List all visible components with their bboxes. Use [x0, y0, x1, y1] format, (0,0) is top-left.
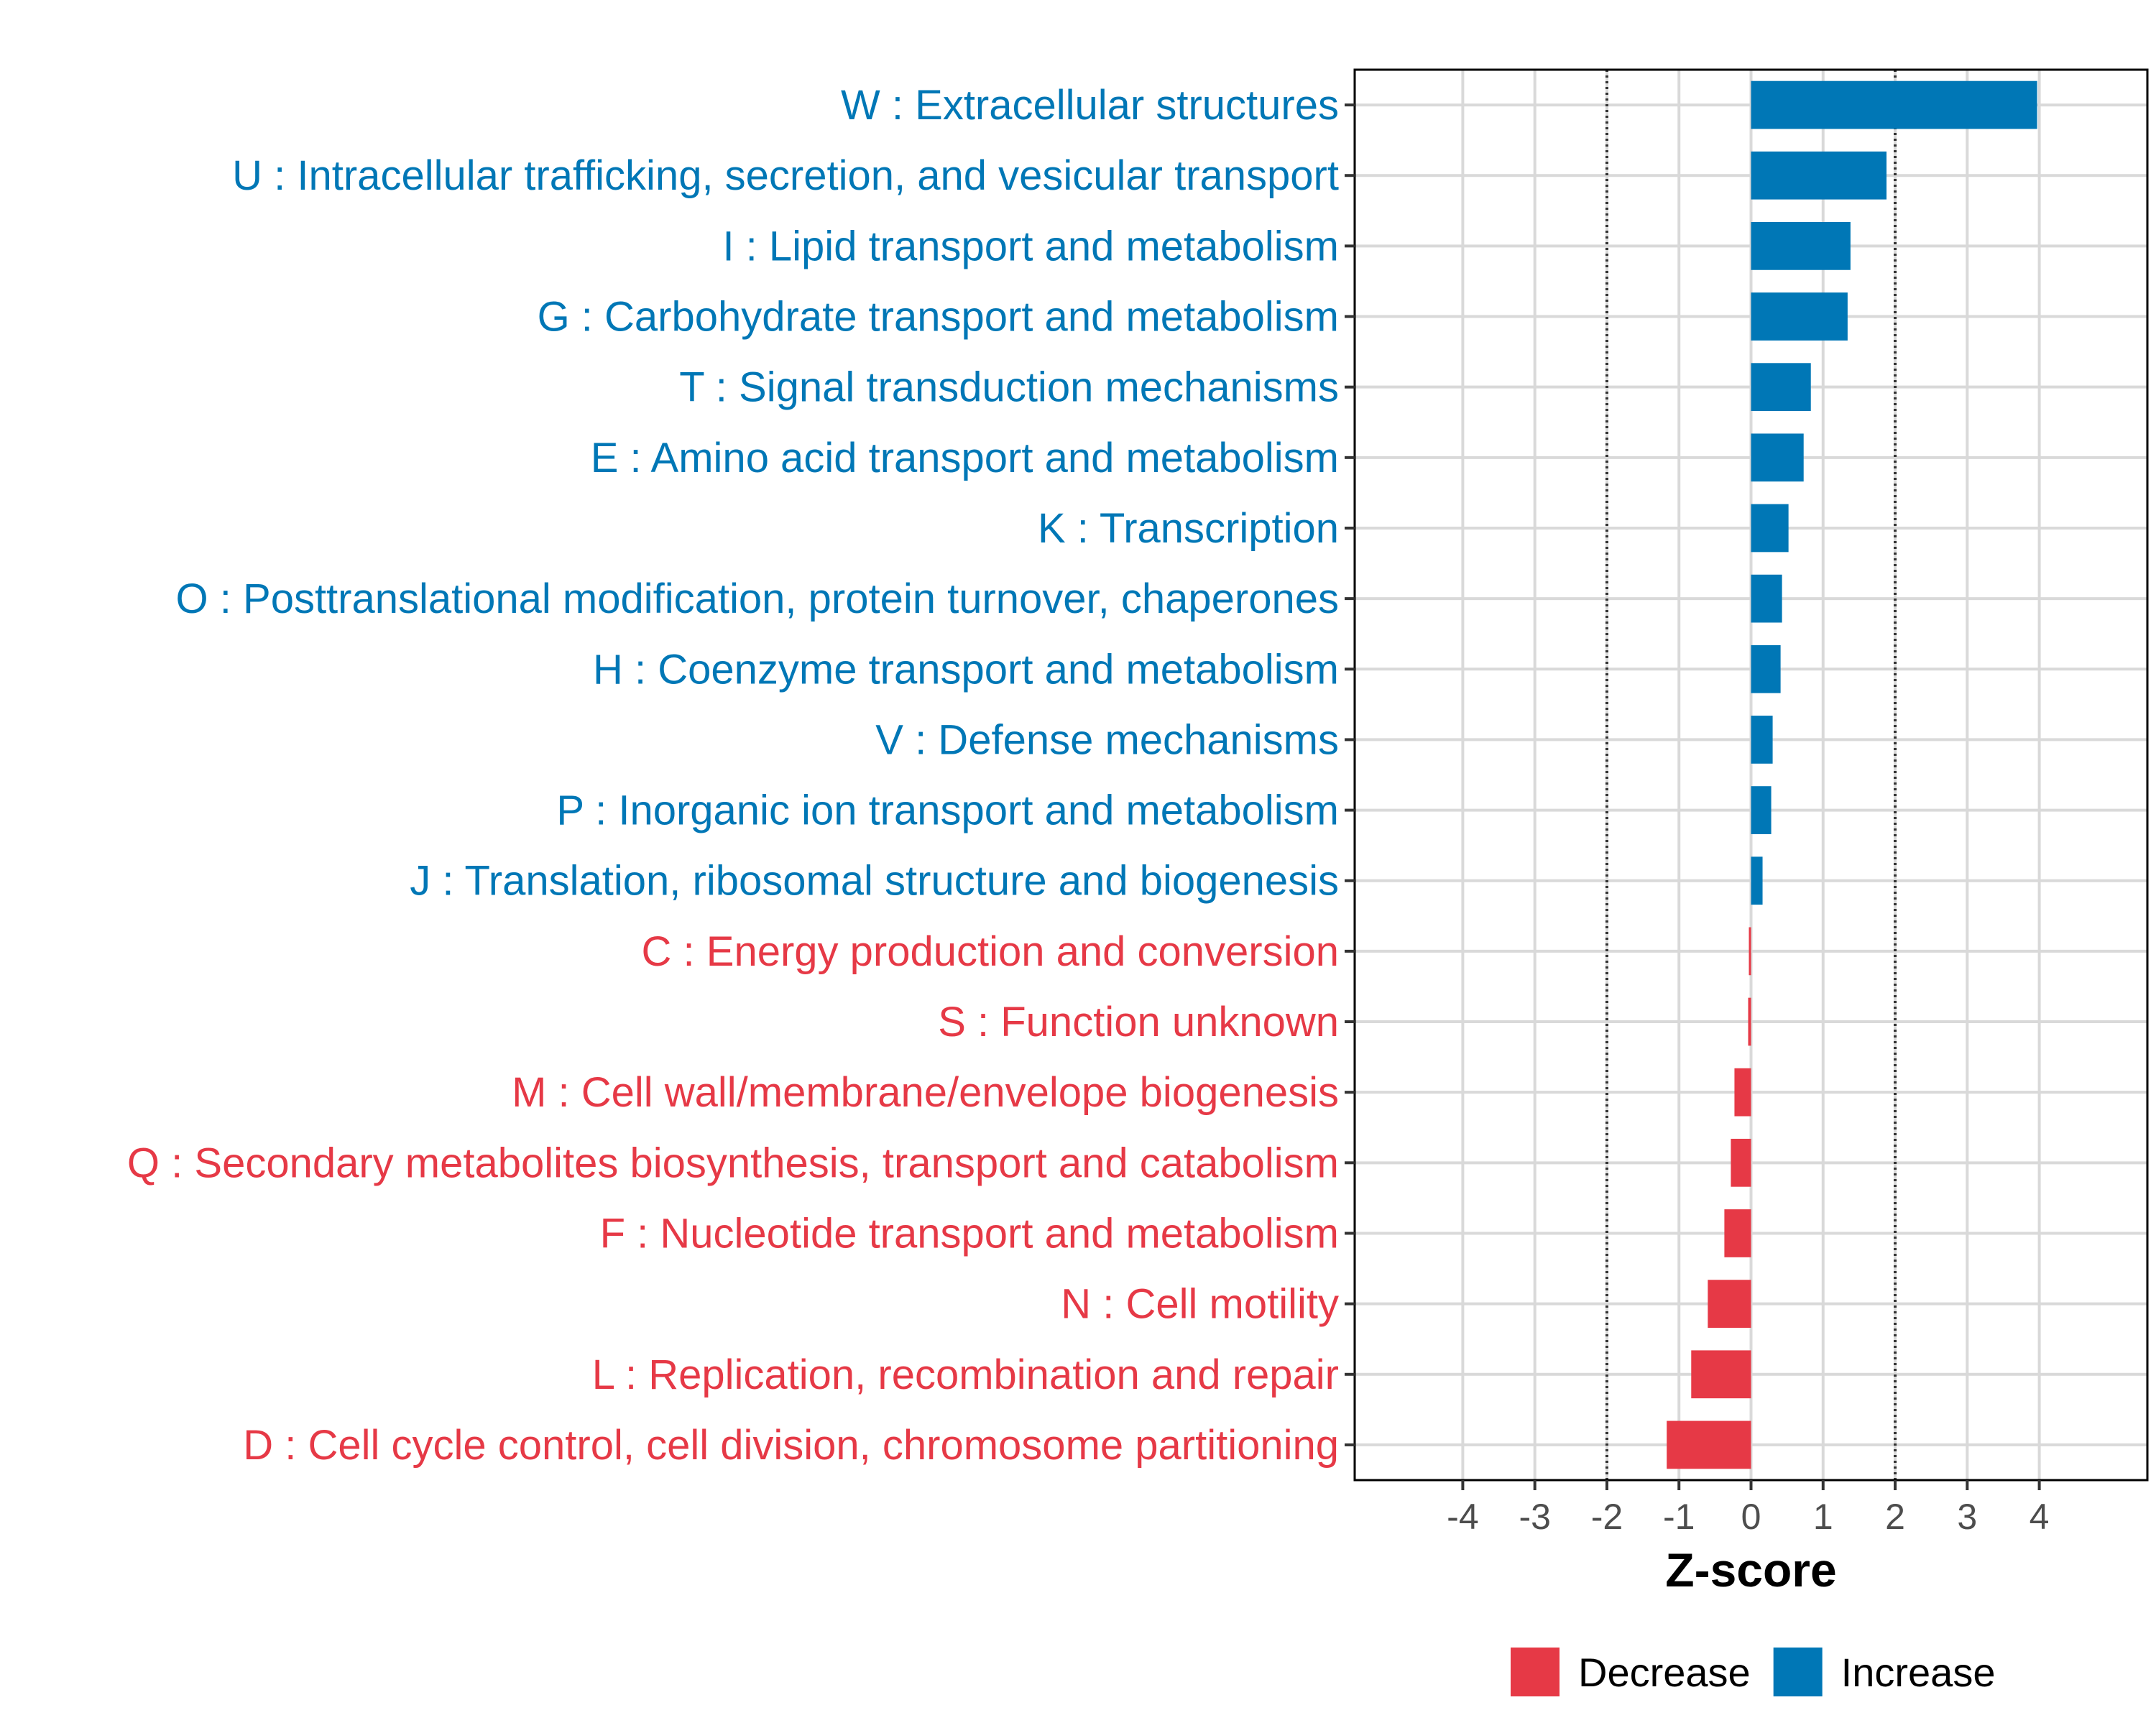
bar	[1751, 363, 1811, 412]
bar	[1691, 1350, 1751, 1399]
category-label: G : Carbohydrate transport and metabolis…	[538, 294, 1339, 341]
x-tick-label: 3	[1957, 1497, 1977, 1537]
category-label: L : Replication, recombination and repai…	[592, 1352, 1339, 1398]
category-label: Q : Secondary metabolites biosynthesis, …	[127, 1140, 1339, 1186]
bar	[1751, 151, 1887, 200]
x-tick-label: -3	[1519, 1497, 1550, 1537]
category-label: K : Transcription	[1038, 505, 1339, 552]
bar	[1751, 504, 1789, 553]
bar	[1751, 716, 1773, 764]
legend: Decrease Increase	[1511, 1648, 1995, 1696]
bar	[1751, 644, 1781, 693]
category-label: U : Intracellular trafficking, secretion…	[232, 152, 1339, 199]
x-tick-label: -4	[1447, 1497, 1478, 1537]
bar	[1751, 433, 1804, 482]
bar	[1667, 1420, 1751, 1469]
bar	[1749, 927, 1751, 976]
bars	[1667, 80, 2037, 1469]
bar	[1751, 574, 1782, 623]
bar	[1751, 292, 1848, 341]
category-label: F : Nucleotide transport and metabolism	[600, 1210, 1339, 1257]
category-label: T : Signal transduction mechanisms	[679, 364, 1339, 411]
bar	[1751, 856, 1763, 905]
category-label: S : Function unknown	[938, 999, 1339, 1045]
x-tick-label: 4	[2030, 1497, 2050, 1537]
bar	[1731, 1138, 1751, 1187]
bar	[1751, 80, 2037, 129]
category-label: O : Posttranslational modification, prot…	[176, 576, 1339, 622]
bar	[1748, 997, 1751, 1046]
category-label: M : Cell wall/membrane/envelope biogenes…	[512, 1069, 1339, 1116]
x-tick-label: 2	[1885, 1497, 1905, 1537]
category-label: E : Amino acid transport and metabolism	[591, 435, 1339, 481]
x-tick-label: 1	[1813, 1497, 1833, 1537]
category-label: V : Defense mechanisms	[875, 716, 1339, 763]
bar	[1724, 1209, 1751, 1257]
bar	[1734, 1068, 1751, 1117]
x-tick-label: -2	[1591, 1497, 1623, 1537]
category-label: H : Coenzyme transport and metabolism	[593, 646, 1339, 693]
bar	[1751, 786, 1772, 834]
category-label: D : Cell cycle control, cell division, c…	[243, 1422, 1339, 1469]
category-label: P : Inorganic ion transport and metaboli…	[556, 787, 1339, 834]
legend-label: Increase	[1841, 1650, 1996, 1695]
y-axis-ticks: W : Extracellular structures U : Intracel…	[127, 82, 1355, 1469]
x-axis-ticks: -4 -3 -2 -1 0 1 2 3 4	[1447, 1480, 2049, 1537]
category-label: I : Lipid transport and metabolism	[722, 223, 1339, 269]
bar	[1708, 1280, 1751, 1328]
category-label: J : Translation, ribosomal structure and…	[410, 858, 1339, 905]
x-tick-label: 0	[1741, 1497, 1761, 1537]
legend-swatch	[1773, 1648, 1823, 1696]
legend-label: Decrease	[1578, 1650, 1751, 1695]
x-axis-title: Z-score	[1665, 1543, 1836, 1597]
category-label: W : Extracellular structures	[841, 82, 1339, 129]
bar	[1751, 222, 1851, 270]
legend-swatch	[1511, 1648, 1560, 1696]
category-label: N : Cell motility	[1061, 1281, 1339, 1328]
x-tick-label: -1	[1663, 1497, 1695, 1537]
category-label: C : Energy production and conversion	[642, 928, 1339, 975]
